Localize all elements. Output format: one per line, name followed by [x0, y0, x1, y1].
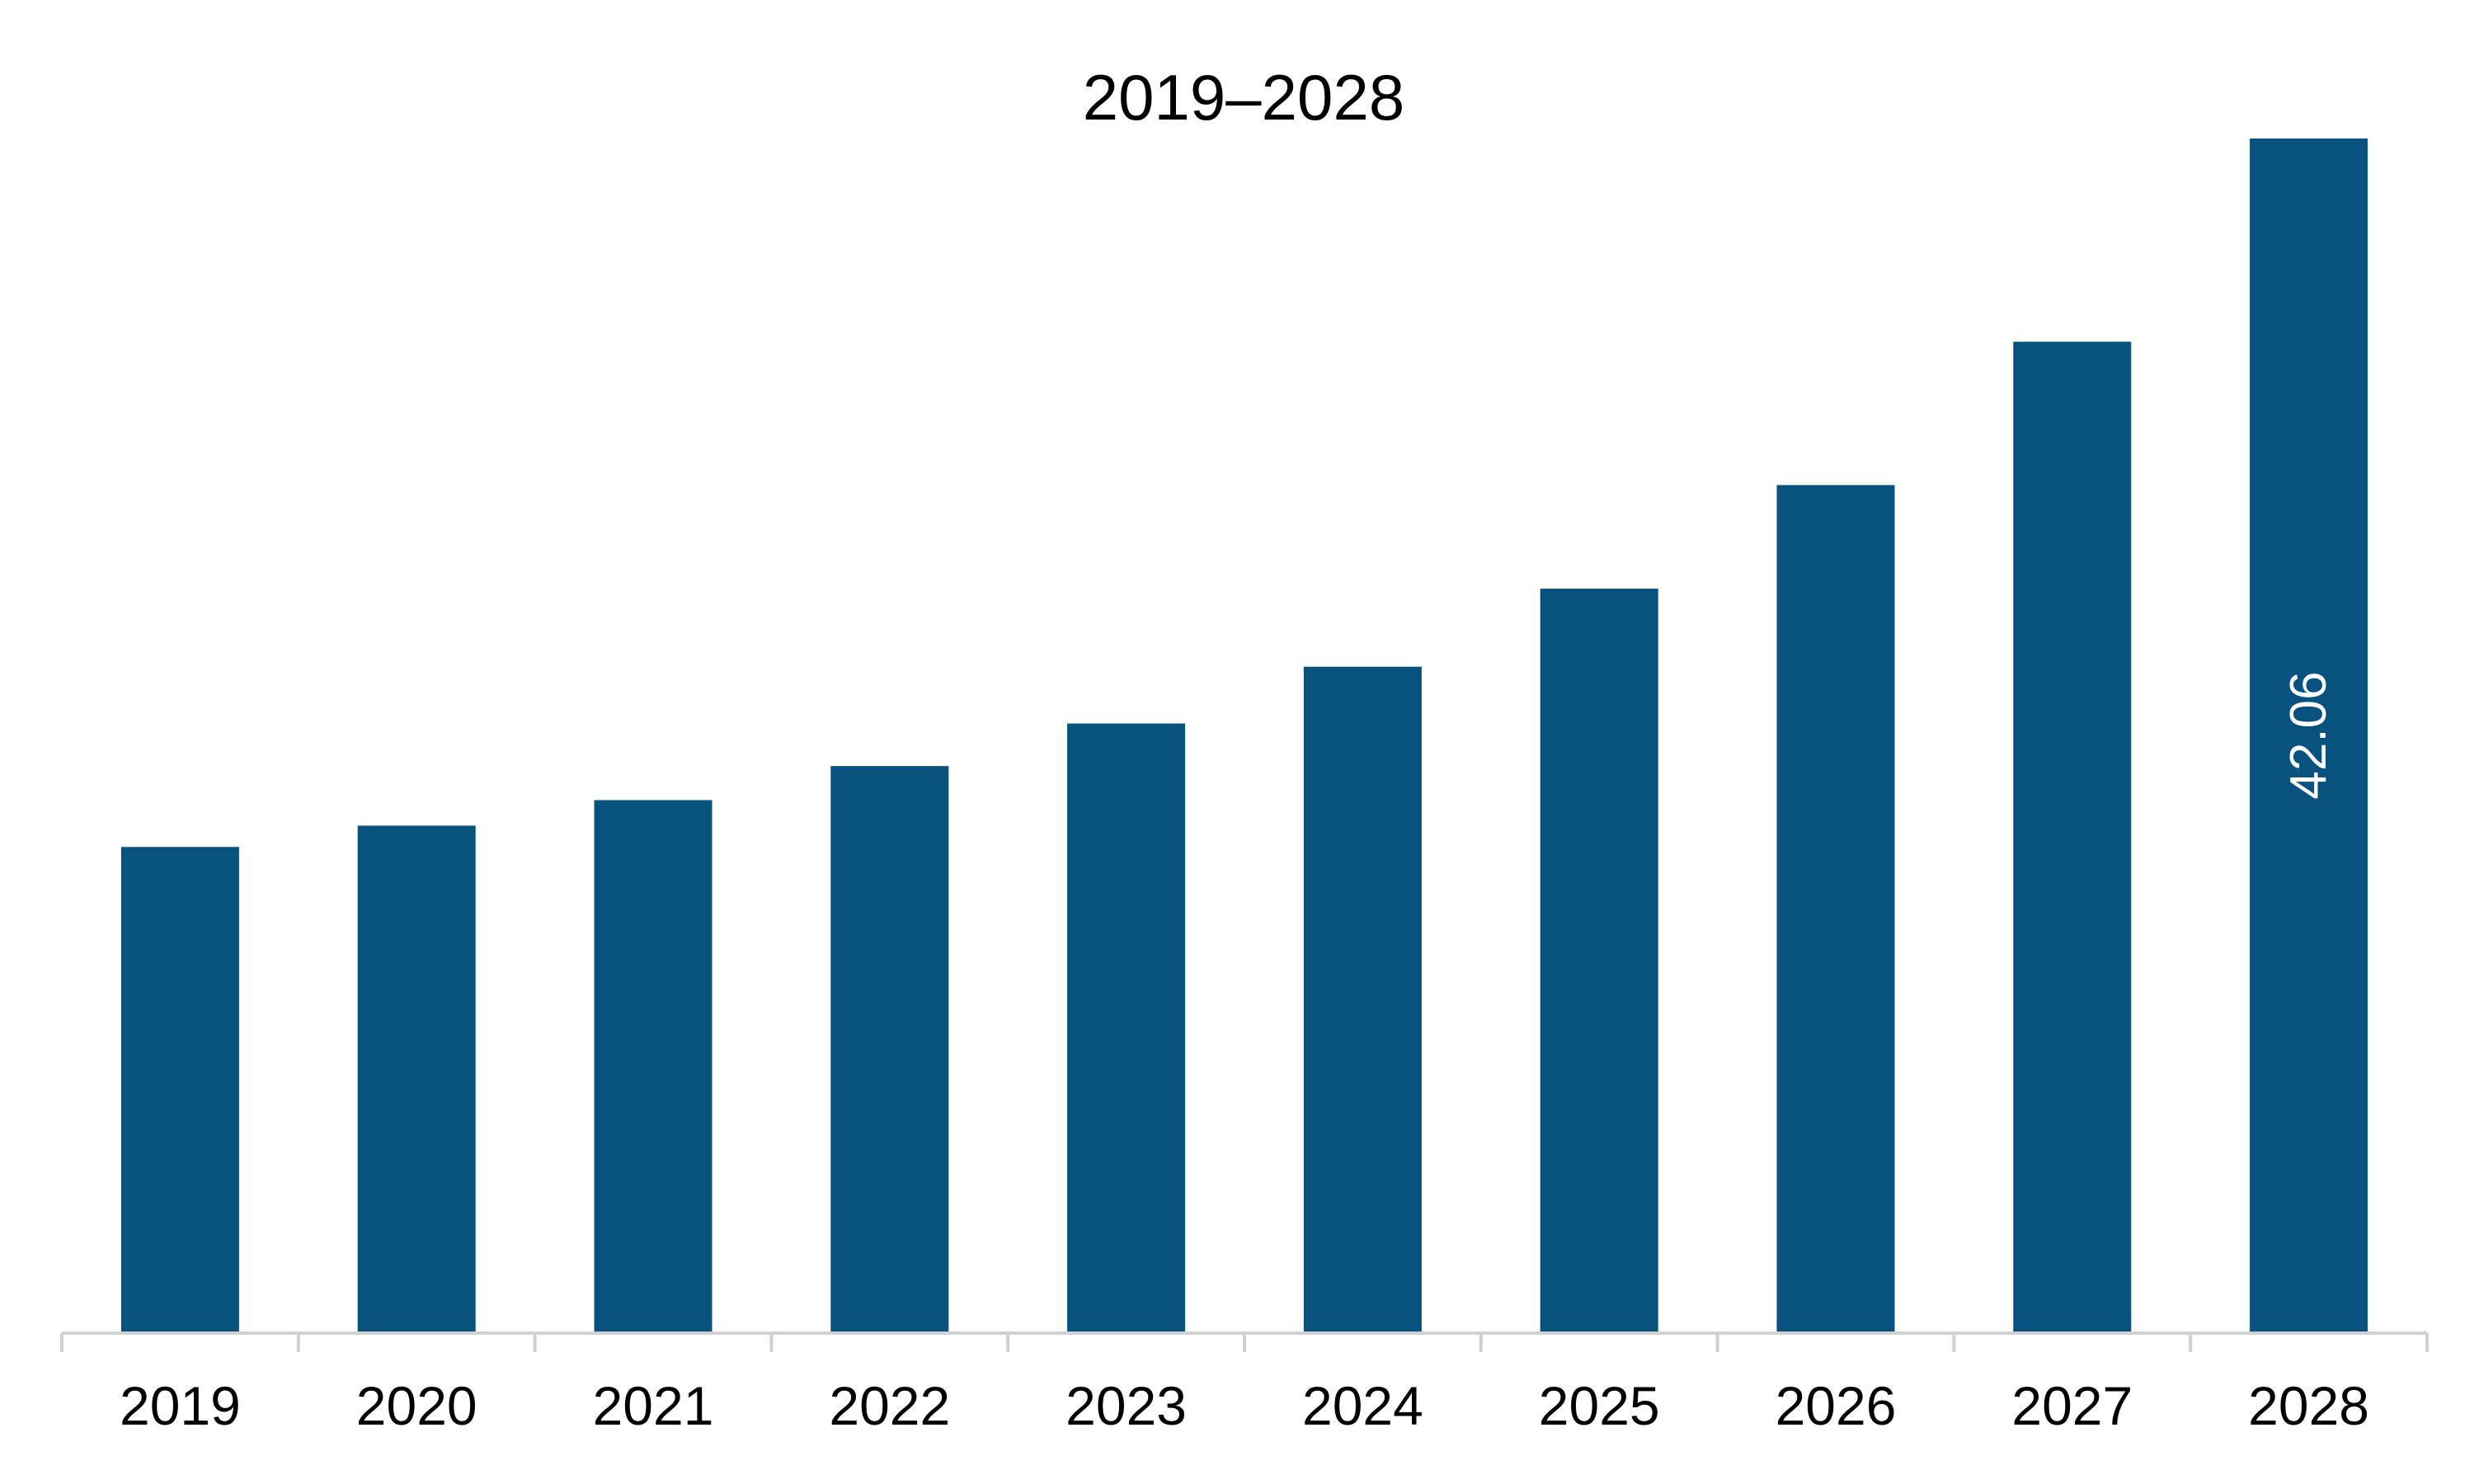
x-tick-label-2027: 2027 — [2011, 1375, 2133, 1436]
bar-2020 — [357, 825, 476, 1332]
x-tick-label-2019: 2019 — [120, 1375, 241, 1436]
bar-2028 — [2250, 139, 2368, 1332]
x-tick-label-2024: 2024 — [1302, 1375, 1423, 1436]
bar-2024 — [1303, 666, 1422, 1332]
chart-title: 2019–2028 — [1083, 61, 1404, 134]
bar-2026 — [1776, 485, 1895, 1332]
x-tick-label-2023: 2023 — [1065, 1375, 1187, 1436]
x-tick-label-2025: 2025 — [1539, 1375, 1660, 1436]
x-tick-labels: 2019 2020 2021 2022 2023 2024 2025 2026 2027 2028 — [120, 1375, 2369, 1436]
x-tick-label-2026: 2026 — [1776, 1375, 1897, 1436]
bar-2027 — [2013, 341, 2132, 1333]
bar-2023 — [1067, 723, 1186, 1332]
bar-2025 — [1540, 589, 1658, 1332]
data-labels: 42.06 — [2280, 671, 2337, 799]
bar-2021 — [594, 800, 713, 1332]
x-tick-label-2021: 2021 — [593, 1375, 714, 1436]
x-tick-label-2028: 2028 — [2248, 1375, 2369, 1436]
bar-2022 — [830, 766, 949, 1332]
x-axis — [60, 1331, 2429, 1352]
x-tick-label-2022: 2022 — [829, 1375, 950, 1436]
data-label-2028: 42.06 — [2280, 671, 2337, 799]
bar-2019 — [120, 847, 239, 1332]
x-tick-label-2020: 2020 — [356, 1375, 477, 1436]
bars-group — [120, 139, 2368, 1333]
